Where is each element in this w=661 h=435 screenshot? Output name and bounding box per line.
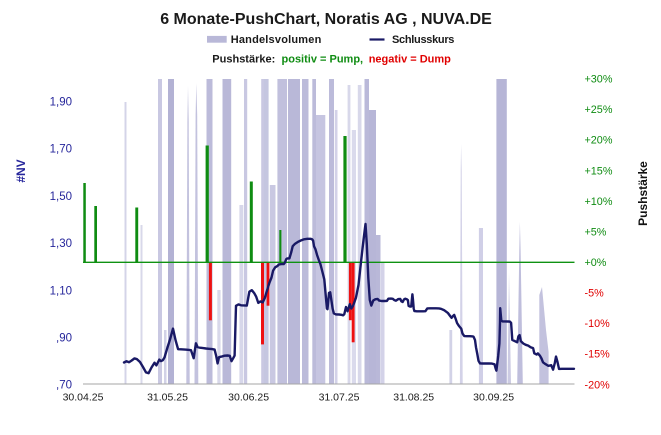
svg-text:Handelsvolumen: Handelsvolumen [231, 34, 322, 46]
svg-text:31.05.25: 31.05.25 [147, 392, 188, 404]
svg-text:positiv = Pump,: positiv = Pump, [282, 54, 364, 66]
svg-text:-5%: -5% [585, 288, 605, 300]
svg-text:+0%: +0% [585, 257, 607, 269]
svg-text:+15%: +15% [585, 165, 613, 177]
svg-text:,90: ,90 [56, 332, 72, 344]
svg-text:+25%: +25% [585, 104, 613, 116]
svg-text:1,90: 1,90 [50, 97, 72, 109]
svg-text:30.09.25: 30.09.25 [473, 392, 514, 404]
svg-text:30.06.25: 30.06.25 [228, 392, 269, 404]
svg-text:+10%: +10% [585, 196, 613, 208]
svg-text:1,10: 1,10 [50, 285, 72, 297]
svg-text:1,70: 1,70 [50, 144, 72, 156]
svg-text:#NV: #NV [14, 159, 28, 182]
svg-text:1,30: 1,30 [50, 238, 72, 250]
svg-text:negativ = Dump: negativ = Dump [369, 54, 451, 66]
svg-text:+30%: +30% [585, 74, 613, 86]
svg-text:1,50: 1,50 [50, 191, 72, 203]
svg-text:-10%: -10% [585, 318, 611, 330]
svg-text:-20%: -20% [585, 379, 611, 391]
svg-text:31.08.25: 31.08.25 [393, 392, 434, 404]
svg-text:Schlusskurs: Schlusskurs [392, 34, 454, 46]
svg-text:Pushstärke:: Pushstärke: [212, 54, 275, 66]
svg-text:,70: ,70 [56, 380, 72, 392]
svg-text:Pushstärke: Pushstärke [636, 161, 650, 226]
svg-text:+20%: +20% [585, 135, 613, 147]
svg-text:-15%: -15% [585, 349, 611, 361]
svg-text:+5%: +5% [585, 226, 607, 238]
svg-text:30.04.25: 30.04.25 [63, 392, 104, 404]
svg-text:6 Monate-PushChart, Noratis AG: 6 Monate-PushChart, Noratis AG , NUVA.DE [160, 11, 492, 28]
svg-text:31.07.25: 31.07.25 [319, 392, 360, 404]
